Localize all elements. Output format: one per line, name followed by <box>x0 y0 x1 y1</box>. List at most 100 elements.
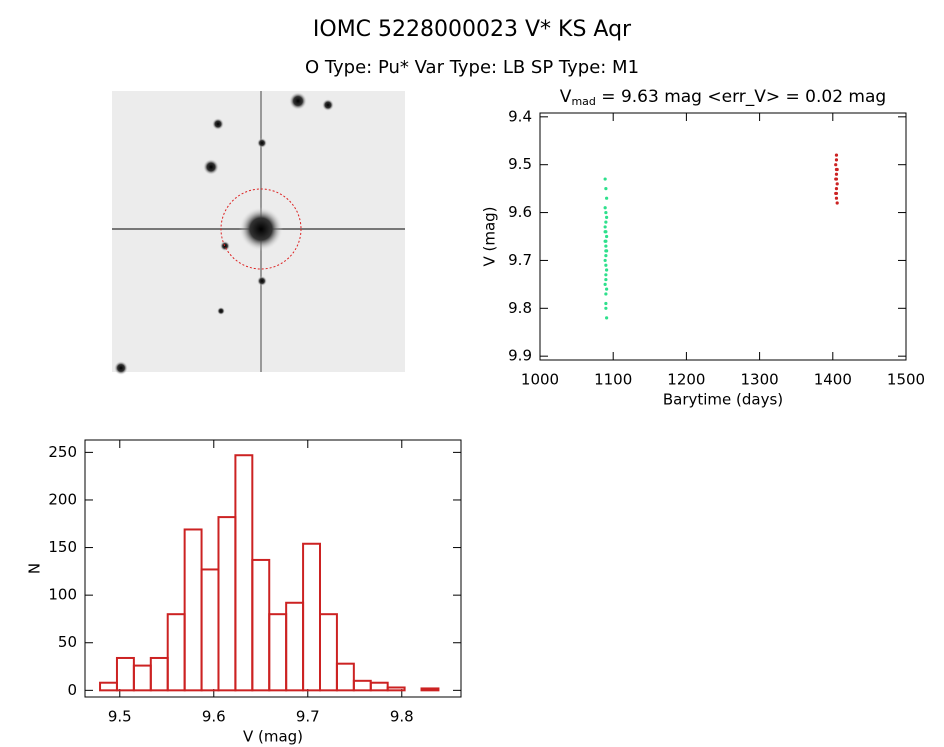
star <box>114 361 128 375</box>
point <box>835 201 839 205</box>
y-tick-label: 150 <box>48 538 77 556</box>
point <box>834 172 839 176</box>
title-text: = 9.63 mag <err_V> = 0.02 mag <box>596 87 886 107</box>
star <box>212 118 224 130</box>
bar <box>335 662 355 692</box>
point <box>834 196 839 200</box>
bar <box>99 681 118 692</box>
point <box>604 244 608 248</box>
title-symbol: V <box>560 87 572 107</box>
point <box>604 210 608 215</box>
x-tick-label: 1100 <box>594 371 632 389</box>
point <box>604 254 608 258</box>
point <box>834 191 838 196</box>
x-tick-label: 1000 <box>521 371 559 389</box>
bar <box>386 686 406 692</box>
point <box>834 158 839 162</box>
bar <box>115 656 135 692</box>
x-tick-label: 9.7 <box>296 708 320 726</box>
bar <box>132 664 152 692</box>
bar <box>420 687 440 692</box>
y-tick-label: 9.8 <box>508 299 532 317</box>
x-tick-label: 1500 <box>887 371 925 389</box>
target-circle <box>220 188 302 270</box>
point <box>603 282 607 286</box>
point <box>604 249 608 253</box>
point <box>834 163 838 167</box>
point <box>605 287 609 291</box>
sky-image <box>112 91 405 375</box>
point <box>603 230 607 234</box>
star <box>289 92 307 110</box>
x-axis-label: Barytime (days) <box>663 391 783 409</box>
point <box>834 177 839 181</box>
star <box>257 276 267 286</box>
point <box>604 187 608 191</box>
x-tick-label: 9.5 <box>108 708 132 726</box>
bar <box>268 613 288 692</box>
point <box>834 187 839 191</box>
point <box>605 215 609 219</box>
bar <box>369 681 389 692</box>
point <box>603 206 607 210</box>
bar <box>302 542 321 692</box>
point <box>835 167 839 172</box>
point <box>605 268 609 272</box>
point <box>835 182 839 186</box>
bar <box>200 568 220 692</box>
y-tick-label: 9.4 <box>508 107 532 125</box>
y-axis-label: N <box>26 563 44 574</box>
x-tick-label: 1400 <box>814 371 852 389</box>
y-tick-label: 9.5 <box>508 155 532 173</box>
y-tick-label: 250 <box>48 443 77 461</box>
point <box>605 234 609 239</box>
star <box>257 138 267 148</box>
star <box>239 207 283 251</box>
point <box>604 301 608 306</box>
y-axis-label: V (mag) <box>481 206 499 266</box>
point <box>603 225 607 229</box>
y-tick-label: 100 <box>48 586 77 604</box>
page-subtitle: O Type: Pu* Var Type: LB SP Type: M1 <box>305 57 639 78</box>
star <box>322 99 334 111</box>
y-tick-label: 0 <box>67 681 77 699</box>
bar <box>319 613 338 692</box>
bar <box>352 679 372 692</box>
y-tick-label: 50 <box>58 633 77 651</box>
point <box>603 258 607 263</box>
bar <box>149 656 169 692</box>
x-axis-label: V (mag) <box>243 728 303 746</box>
page-title: IOMC 5228000023 V* KS Aqr <box>313 17 632 42</box>
y-tick-label: 200 <box>48 490 77 508</box>
point <box>604 306 608 310</box>
bar <box>217 516 237 692</box>
title-subscript: mad <box>571 95 595 108</box>
point <box>603 177 607 181</box>
point <box>603 239 607 243</box>
star <box>220 241 230 251</box>
chart-title: Vmad = 9.63 mag <err_V> = 0.02 mag <box>560 87 886 108</box>
x-tick-label: 9.8 <box>390 708 414 726</box>
x-tick-label: 1200 <box>667 371 705 389</box>
bar <box>285 601 305 692</box>
point <box>605 316 609 320</box>
plot-frame <box>84 439 462 698</box>
star <box>217 307 225 315</box>
bar <box>166 613 186 692</box>
point <box>834 153 839 157</box>
point <box>605 196 609 200</box>
star <box>203 159 219 175</box>
point <box>604 273 608 277</box>
point <box>604 220 608 224</box>
x-tick-label: 1300 <box>741 371 779 389</box>
y-tick-label: 9.7 <box>508 251 532 269</box>
point <box>604 292 608 296</box>
bar <box>234 454 254 692</box>
point <box>604 263 608 267</box>
plot-frame <box>539 112 907 361</box>
x-tick-label: 9.6 <box>202 708 226 726</box>
point <box>604 277 608 282</box>
y-tick-label: 9.6 <box>508 203 532 221</box>
bar <box>183 528 203 692</box>
